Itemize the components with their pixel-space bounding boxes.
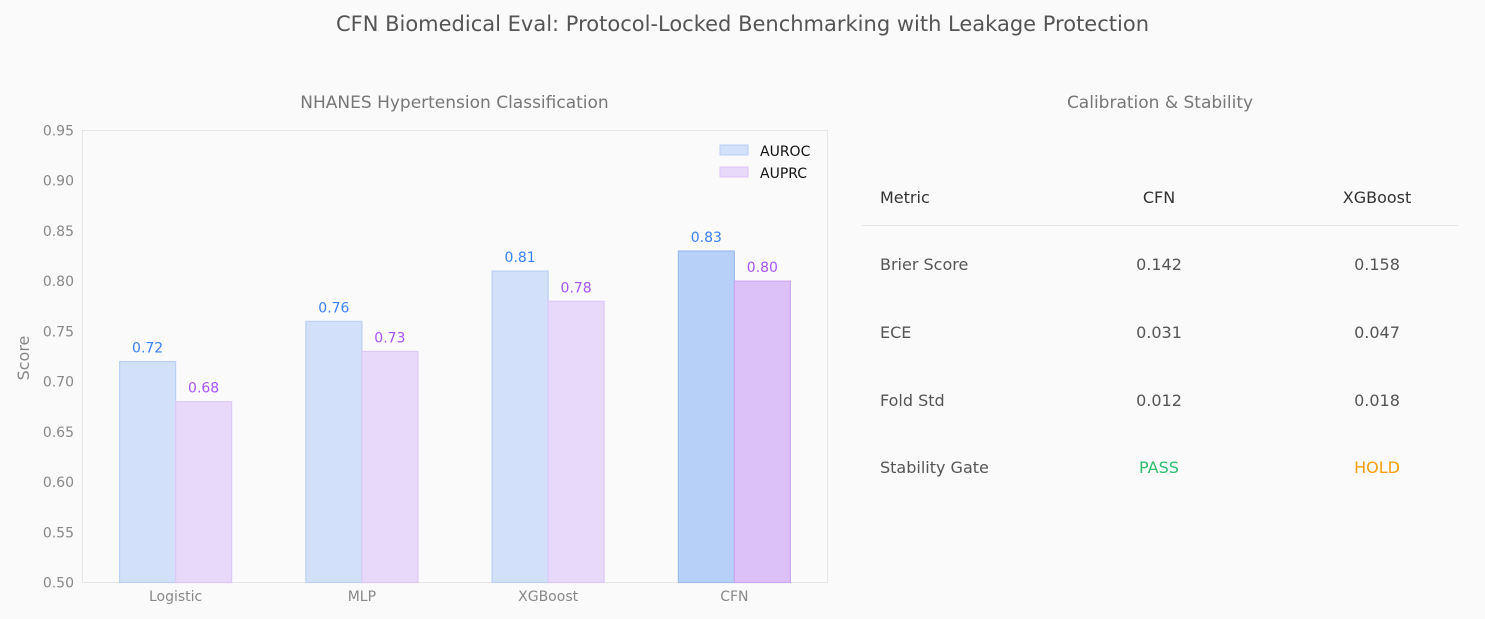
row-label: Brier Score	[880, 255, 969, 274]
table-cell: 0.018	[1354, 391, 1400, 410]
data-label: 0.81	[505, 250, 536, 266]
table-cell: 0.158	[1354, 255, 1400, 274]
x-tick-label: MLP	[348, 589, 376, 605]
legend-label-auroc: AUROC	[760, 144, 811, 160]
bar-auroc-cfn	[677, 250, 735, 584]
bar-chart: Score 0.50 0.55 0.60 0.65 0.70 0.75 0.80 0.85 0.…	[14, 124, 828, 605]
row-label: Fold Std	[880, 391, 945, 410]
x-tick-label: Logistic	[149, 589, 202, 605]
bar-auroc-mlp	[305, 320, 363, 584]
y-tick-label: 0.80	[43, 274, 74, 290]
figure-title: CFN Biomedical Eval: Protocol-Locked Ben…	[335, 12, 1150, 36]
table-cell: 0.012	[1136, 391, 1182, 410]
data-label: 0.80	[747, 260, 778, 276]
column-header: CFN	[1142, 188, 1176, 207]
bar-auroc-xgboost	[491, 270, 549, 584]
plot-area	[82, 130, 828, 583]
legend-swatch-auprc	[719, 166, 749, 178]
bar-auprc-logistic	[175, 401, 233, 584]
table-cell: 0.142	[1136, 255, 1182, 274]
table-title: Calibration & Stability	[1066, 93, 1254, 113]
bar-auprc-cfn	[733, 280, 791, 584]
legend-label-auprc: AUPRC	[760, 166, 807, 182]
table-cell: PASS	[1139, 458, 1179, 477]
y-tick-label: 0.50	[43, 576, 74, 592]
x-tick-label: XGBoost	[518, 589, 578, 605]
legend: AUROC AUPRC	[719, 144, 811, 182]
y-tick-label: 0.85	[43, 224, 74, 240]
y-tick-label: 0.90	[43, 174, 74, 190]
y-tick-label: 0.70	[43, 375, 74, 391]
y-axis-label: Score	[14, 336, 33, 381]
data-label: 0.73	[374, 330, 405, 346]
header-divider	[862, 225, 1458, 226]
legend-swatch-auroc	[719, 144, 749, 156]
data-label: 0.76	[318, 300, 349, 316]
data-label: 0.72	[132, 341, 163, 357]
x-tick-label: CFN	[720, 589, 748, 605]
y-tick-label: 0.75	[43, 324, 74, 340]
data-label: 0.68	[188, 381, 219, 397]
bar-auprc-xgboost	[547, 300, 605, 584]
data-label: 0.83	[691, 230, 722, 246]
y-tick-label: 0.95	[43, 124, 74, 140]
bar-auroc-logistic	[119, 360, 177, 584]
y-tick-label: 0.65	[43, 425, 74, 441]
row-label: ECE	[880, 323, 912, 342]
table-cell: 0.047	[1354, 323, 1400, 342]
bar-auprc-mlp	[361, 350, 419, 584]
row-label: Stability Gate	[880, 458, 989, 477]
bar-chart-title: NHANES Hypertension Classification	[300, 93, 609, 113]
table-cell: HOLD	[1354, 458, 1400, 477]
column-header: XGBoost	[1342, 188, 1412, 207]
y-tick-label: 0.60	[43, 475, 74, 491]
y-tick-label: 0.55	[43, 525, 74, 541]
table-cell: 0.031	[1136, 323, 1182, 342]
data-label: 0.78	[561, 280, 592, 296]
column-header: Metric	[880, 188, 930, 207]
